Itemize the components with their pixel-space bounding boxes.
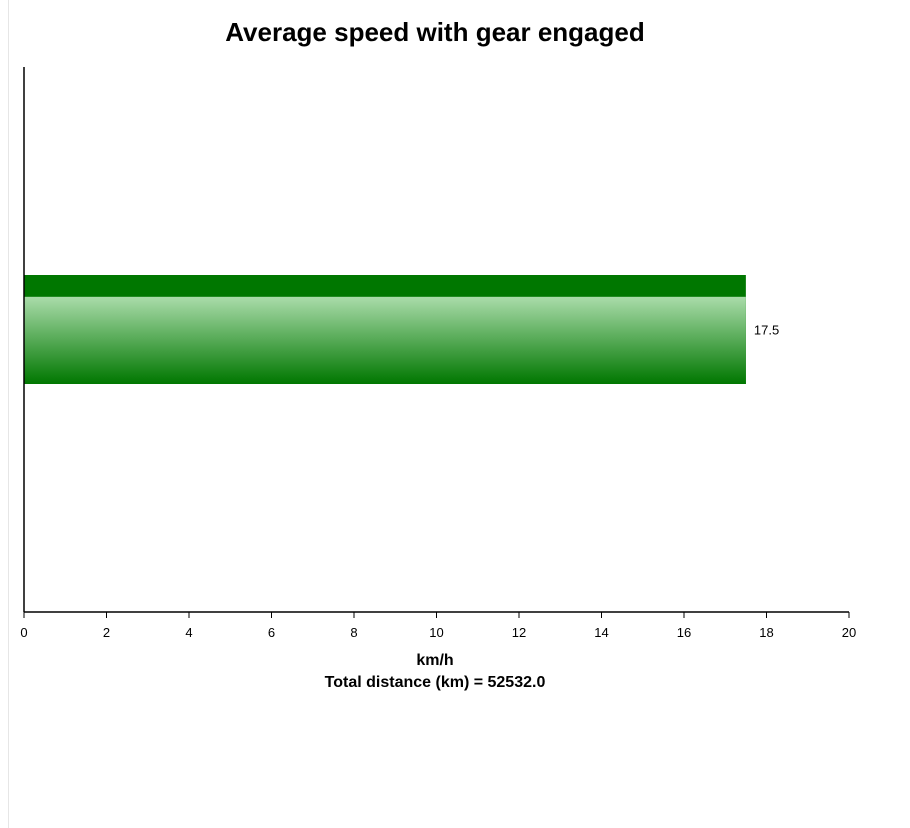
x-tick-label: 6	[268, 625, 275, 640]
x-tick-label: 18	[759, 625, 773, 640]
bar-gradient	[24, 296, 746, 384]
x-tick-label: 20	[842, 625, 856, 640]
x-tick-label: 14	[594, 625, 608, 640]
plot-area: 17.5	[24, 275, 779, 384]
page-left-border	[8, 0, 9, 828]
x-tick-label: 8	[350, 625, 357, 640]
bar-value-label: 17.5	[754, 323, 779, 338]
x-tick-label: 4	[185, 625, 192, 640]
x-tick-label: 2	[103, 625, 110, 640]
chart-title: Average speed with gear engaged	[225, 17, 645, 47]
x-axis-ticks: 0 2 4 6 8 10 12 14 16 18 20	[20, 612, 856, 640]
x-tick-label: 12	[512, 625, 526, 640]
total-distance-note: Total distance (km) = 52532.0	[325, 674, 546, 691]
x-tick-label: 10	[429, 625, 443, 640]
x-tick-label: 16	[677, 625, 691, 640]
x-axis-title: km/h	[416, 652, 453, 669]
x-tick-label: 0	[20, 625, 27, 640]
